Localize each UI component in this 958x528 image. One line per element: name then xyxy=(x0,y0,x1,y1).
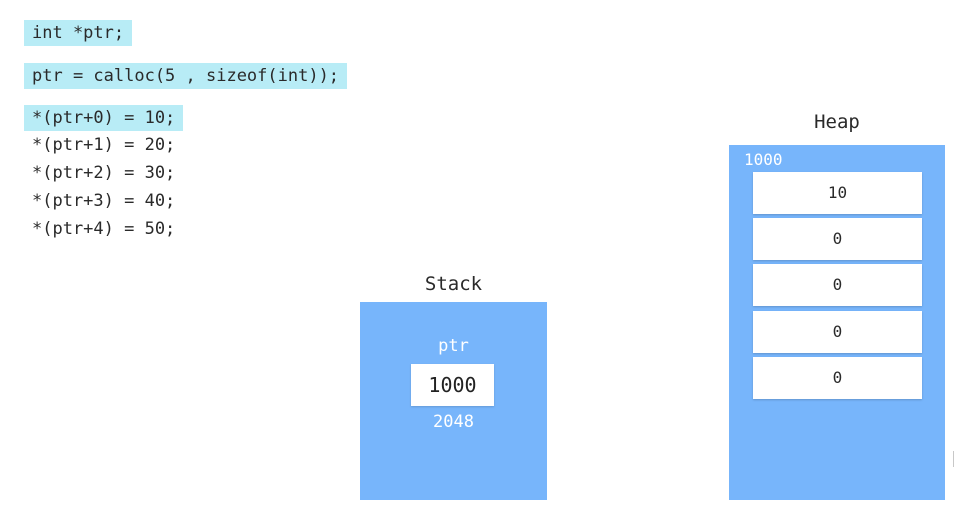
stack-variable-name: ptr xyxy=(438,336,469,356)
stack-variable-value: 1000 xyxy=(411,364,494,406)
stack-title: Stack xyxy=(424,273,483,295)
heap-region: 1000 10 0 0 0 0 xyxy=(729,145,945,500)
heap-cell-3: 0 xyxy=(753,311,922,353)
stack-variable-address: 2048 xyxy=(433,412,474,432)
heap-cell-2: 0 xyxy=(753,264,922,306)
code-line-assign-0: *(ptr+0) = 10; xyxy=(24,105,184,131)
heap-base-address: 1000 xyxy=(744,150,783,169)
stack-region: ptr 1000 2048 xyxy=(360,302,547,500)
code-line-assign-3: *(ptr+3) = 40; xyxy=(32,191,176,211)
code-line-assign-4: *(ptr+4) = 50; xyxy=(32,219,176,239)
edge-divider xyxy=(953,451,954,467)
heap-cell-0: 10 xyxy=(753,172,922,214)
heap-cell-1: 0 xyxy=(753,218,922,260)
heap-title: Heap xyxy=(814,111,860,133)
code-line-calloc: ptr = calloc(5 , sizeof(int)); xyxy=(24,63,348,89)
code-line-assign-1: *(ptr+1) = 20; xyxy=(32,135,176,155)
code-line-declare-ptr: int *ptr; xyxy=(24,20,133,46)
code-line-assign-2: *(ptr+2) = 30; xyxy=(32,163,176,183)
heap-cell-4: 0 xyxy=(753,357,922,399)
